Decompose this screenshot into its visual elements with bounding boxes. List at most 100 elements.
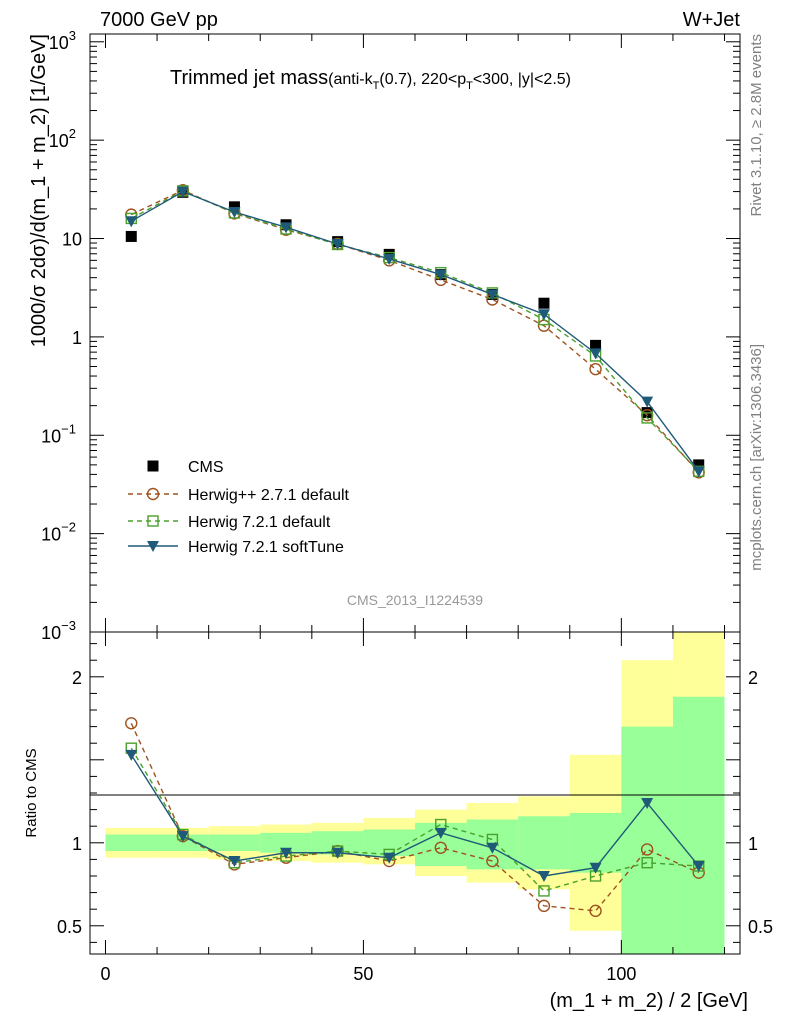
- series-line-main: [130, 189, 700, 473]
- data-point-main: [537, 309, 550, 321]
- data-point-main: [176, 186, 189, 198]
- ratio-band-inner: [208, 834, 261, 852]
- ratio-band-inner: [260, 832, 312, 853]
- side-label-mcplots: mcplots.cern.ch [arXiv:1306.3436]: [748, 344, 765, 571]
- ratio-y-axis-label: Ratio to CMS: [23, 748, 40, 837]
- ratio-band-inner: [311, 831, 364, 855]
- plot-title-detail-3: <300, |y|<2.5): [473, 71, 571, 88]
- main-y-tick-label: 10−1: [41, 421, 76, 446]
- data-point-ratio: [692, 861, 705, 873]
- legend: CMS Herwig++ 2.7.1 default Herwig 7.2.1 de…: [128, 459, 350, 556]
- ratio-y-tick-label-left: 2: [72, 668, 82, 688]
- data-point-ratio: [383, 852, 396, 864]
- main-y-tick-base: 10: [49, 33, 69, 53]
- main-y-tick-exponent: −1: [61, 421, 76, 436]
- x-tick-label: 100: [606, 964, 636, 984]
- data-point-main: [692, 466, 705, 478]
- x-tick-label: 0: [100, 964, 110, 984]
- legend-marker: [147, 460, 159, 472]
- data-point-ratio: [228, 856, 241, 868]
- data-point-main: [125, 230, 137, 242]
- data-point-main: [228, 201, 240, 213]
- data-point-main: [383, 253, 396, 265]
- data-point-ratio: [176, 831, 189, 843]
- data-point-main: [589, 362, 602, 376]
- series-line-main: [130, 190, 700, 472]
- data-point-ratio: [331, 847, 344, 859]
- data-point-main: [280, 222, 293, 234]
- plot-title-detail-1: (anti-k: [328, 71, 373, 88]
- data-point-ratio: [640, 843, 654, 856]
- main-y-tick-label: 10: [62, 230, 82, 250]
- ratio-uncertainty-bands: [105, 632, 725, 954]
- x-axis-label: (m_1 + m_2) / 2 [GeV]: [550, 990, 748, 1012]
- side-label-rivet: Rivet 3.1.10, ≥ 2.8M events: [748, 34, 765, 217]
- data-point-main: [590, 339, 602, 351]
- plot-title: Trimmed jet mass(anti-kT(0.7), 220<pT<30…: [170, 67, 571, 92]
- data-point-ratio: [280, 847, 293, 859]
- data-point-main: [434, 269, 447, 281]
- data-point-main: [228, 207, 241, 219]
- series-line-main: [130, 190, 700, 472]
- legend-label: CMS: [188, 459, 224, 476]
- ratio-band-inner: [105, 834, 158, 852]
- data-point-ratio: [589, 904, 602, 918]
- main-y-tick-label: 10−3: [41, 618, 76, 643]
- ratio-band-inner: [672, 696, 725, 954]
- main-y-tick-exponent: −2: [61, 520, 76, 535]
- data-point-ratio: [538, 885, 550, 897]
- ratio-y-tick-label-right: 2: [748, 668, 758, 688]
- main-y-tick-base: 10: [62, 230, 82, 250]
- data-point-ratio: [125, 749, 138, 761]
- data-point-ratio: [434, 827, 447, 839]
- data-series: [125, 183, 705, 918]
- plot-title-sub-2: T: [466, 80, 473, 92]
- analysis-id: CMS_2013_I1224539: [347, 592, 483, 608]
- data-point-ratio: [125, 717, 138, 730]
- main-y-tick-exponent: 2: [69, 126, 76, 141]
- plot-title-sub-1: T: [373, 80, 380, 92]
- data-point-main: [331, 238, 344, 250]
- main-y-tick-base: 10: [49, 131, 69, 151]
- ratio-band-inner: [157, 834, 209, 852]
- main-y-tick-label: 1: [72, 328, 82, 348]
- main-y-tick-base: 10: [41, 426, 61, 446]
- series-0: [125, 186, 705, 471]
- legend-label: Herwig 7.2.1 softTune: [188, 539, 344, 556]
- header-left-label: 7000 GeV pp: [100, 9, 218, 31]
- ratio-band-inner: [621, 726, 673, 954]
- main-y-tick-label: 10−2: [41, 520, 76, 545]
- main-y-tick-exponent: 3: [69, 28, 76, 43]
- ratio-y-tick-label-left: 1: [72, 834, 82, 854]
- legend-label: Herwig 7.2.1 default: [188, 514, 331, 531]
- ratio-y-tick-label-left: 0.5: [57, 917, 82, 937]
- series-line-ratio: [130, 747, 699, 892]
- data-point-ratio: [641, 797, 654, 809]
- legend-marker: [146, 487, 160, 501]
- ratio-y-tick-label-right: 0.5: [748, 917, 773, 937]
- series-line-ratio: [130, 722, 700, 912]
- legend-marker: [147, 541, 159, 552]
- main-y-tick-label: 103: [49, 28, 76, 53]
- series-line-ratio: [130, 754, 700, 877]
- data-point-main: [125, 216, 138, 228]
- main-y-tick-exponent: −3: [61, 618, 76, 633]
- data-point-ratio: [537, 899, 551, 913]
- main-y-axis-label: 1000/σ 2dσ)/d(m_1 + m_2) [1/GeV]: [28, 34, 50, 347]
- x-tick-label: 50: [353, 964, 373, 984]
- data-point-main: [693, 459, 705, 471]
- legend-marker: [147, 515, 159, 527]
- header-right-label: W+Jet: [683, 9, 741, 31]
- data-point-ratio: [486, 854, 499, 868]
- main-y-tick-label: 102: [49, 126, 76, 151]
- data-point-ratio: [641, 857, 653, 869]
- ratio-band-inner: [363, 829, 415, 857]
- data-point-main: [486, 289, 499, 301]
- data-point-ratio: [589, 862, 602, 874]
- plot-title-main: Trimmed jet mass: [170, 67, 328, 89]
- ratio-band-inner: [518, 816, 570, 870]
- main-y-tick-base: 10: [41, 525, 61, 545]
- data-point-main: [538, 297, 550, 309]
